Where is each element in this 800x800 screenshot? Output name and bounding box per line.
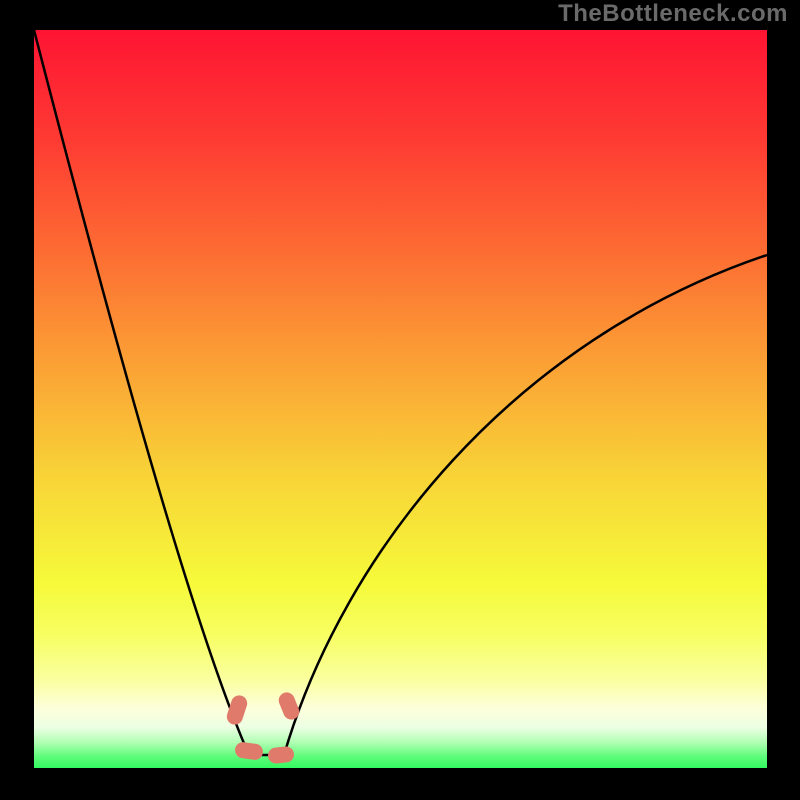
curve-marker <box>276 690 301 722</box>
curve-marker <box>234 741 264 761</box>
curve-marker <box>225 693 249 726</box>
markers-layer <box>34 30 767 768</box>
chart-frame: TheBottleneck.com <box>0 0 800 800</box>
watermark-text: TheBottleneck.com <box>558 0 788 28</box>
curve-marker <box>267 746 295 765</box>
